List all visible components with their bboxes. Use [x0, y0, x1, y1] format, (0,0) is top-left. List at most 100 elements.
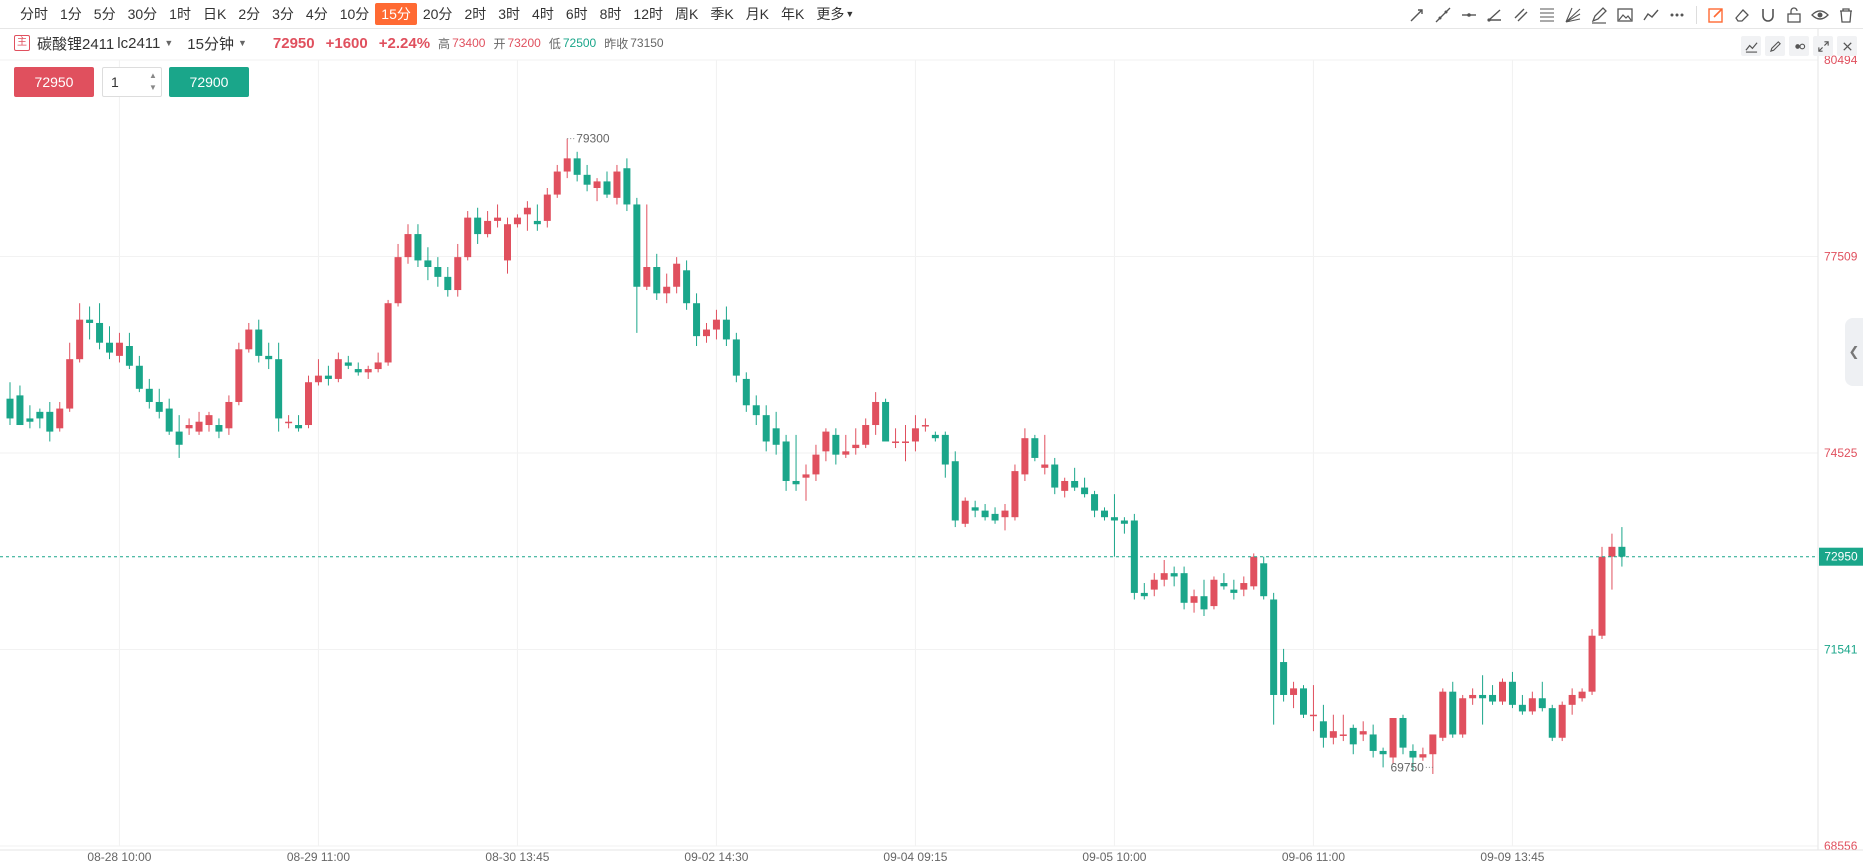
candle-body[interactable]: [1578, 691, 1586, 699]
candle-body[interactable]: [513, 217, 521, 225]
candle-body[interactable]: [802, 474, 810, 478]
candle-body[interactable]: [921, 425, 929, 427]
line-style-icon[interactable]: [1741, 36, 1761, 56]
candle-body[interactable]: [225, 401, 233, 429]
candle-body[interactable]: [1280, 662, 1288, 695]
candle-body[interactable]: [404, 234, 412, 258]
candle-body[interactable]: [16, 395, 24, 426]
candle-body[interactable]: [1379, 750, 1387, 755]
expand-icon[interactable]: [1813, 36, 1833, 56]
edit-icon[interactable]: [1705, 4, 1727, 26]
candle-body[interactable]: [295, 425, 303, 429]
candle-body[interactable]: [1011, 471, 1019, 518]
candle-body[interactable]: [1150, 579, 1158, 590]
candle-body[interactable]: [1518, 704, 1526, 712]
candle-body[interactable]: [1081, 487, 1089, 495]
candle-body[interactable]: [324, 375, 332, 379]
candle-body[interactable]: [563, 158, 571, 172]
candle-body[interactable]: [653, 267, 661, 294]
horizontal-line-icon[interactable]: [1458, 4, 1480, 26]
candle-body[interactable]: [96, 322, 104, 343]
candle-body[interactable]: [643, 267, 651, 287]
candle-body[interactable]: [732, 339, 740, 376]
eye-icon[interactable]: [1809, 4, 1831, 26]
period-tab[interactable]: 2分: [238, 6, 261, 22]
candle-body[interactable]: [822, 431, 830, 452]
period-tab[interactable]: 1分: [60, 6, 82, 22]
candle-body[interactable]: [76, 319, 84, 360]
candle-body[interactable]: [1329, 731, 1337, 738]
candle-body[interactable]: [762, 415, 770, 442]
candle-body[interactable]: [703, 329, 710, 337]
candle-body[interactable]: [1528, 698, 1536, 712]
candle-body[interactable]: [1290, 688, 1298, 695]
interval-select[interactable]: 15分钟: [187, 35, 234, 53]
period-tab[interactable]: 年K: [781, 6, 805, 22]
period-tab[interactable]: 1时: [169, 6, 191, 22]
period-tab[interactable]: 4分: [305, 6, 328, 22]
candle-body[interactable]: [285, 421, 293, 424]
candle-body[interactable]: [1230, 589, 1238, 593]
candle-body[interactable]: [882, 401, 890, 442]
candle-body[interactable]: [1061, 480, 1069, 491]
candle-body[interactable]: [314, 375, 322, 383]
candle-body[interactable]: [444, 276, 452, 291]
candle-body[interactable]: [6, 398, 14, 419]
candle-body[interactable]: [384, 303, 392, 363]
candle-body[interactable]: [1618, 546, 1626, 557]
magnet-icon[interactable]: [1757, 4, 1779, 26]
candle-body[interactable]: [215, 425, 223, 432]
period-tab[interactable]: 6时: [565, 6, 588, 22]
candle-body[interactable]: [832, 434, 840, 455]
candle-body[interactable]: [1489, 694, 1497, 702]
image-icon[interactable]: [1614, 4, 1636, 26]
candle-body[interactable]: [354, 369, 362, 373]
candle-body[interactable]: [255, 329, 263, 356]
candle-body[interactable]: [175, 431, 183, 445]
candle-body[interactable]: [693, 303, 701, 337]
period-tab[interactable]: 周K: [675, 6, 699, 22]
candle-body[interactable]: [782, 441, 790, 481]
trend-angle-icon[interactable]: [1484, 4, 1506, 26]
buy-button[interactable]: 72900: [169, 67, 249, 97]
candle-body[interactable]: [593, 181, 601, 188]
candle-body[interactable]: [1508, 681, 1516, 705]
stepper-arrows[interactable]: ▲ ▼: [147, 70, 159, 94]
candle-body[interactable]: [892, 441, 900, 443]
candle-body[interactable]: [842, 451, 850, 455]
symbol-code[interactable]: lc2411: [117, 34, 161, 52]
candle-body[interactable]: [235, 349, 243, 402]
candle-body[interactable]: [583, 174, 591, 185]
candle-body[interactable]: [941, 434, 949, 465]
interval-dropdown-icon[interactable]: ▼: [237, 38, 247, 48]
candle-body[interactable]: [275, 359, 283, 419]
sell-button[interactable]: 72950: [14, 67, 94, 97]
candle-body[interactable]: [981, 510, 989, 518]
period-tab[interactable]: 5分: [93, 6, 116, 22]
candle-body[interactable]: [752, 405, 760, 416]
candle-body[interactable]: [1359, 731, 1367, 735]
candle-body[interactable]: [26, 418, 34, 422]
period-tab[interactable]: 3分: [272, 6, 294, 22]
candle-body[interactable]: [1120, 520, 1128, 524]
ray-line-icon[interactable]: [1406, 4, 1428, 26]
candle-body[interactable]: [991, 513, 999, 521]
symbol-name[interactable]: 碳酸锂2411: [37, 35, 115, 53]
candle-body[interactable]: [1110, 517, 1118, 521]
candle-body[interactable]: [1309, 714, 1317, 717]
candle-body[interactable]: [135, 365, 143, 389]
candle-body[interactable]: [1598, 556, 1606, 636]
period-tab[interactable]: 10分: [339, 6, 370, 22]
candle-body[interactable]: [1240, 583, 1248, 590]
candle-body[interactable]: [1558, 704, 1566, 738]
candle-body[interactable]: [742, 378, 750, 406]
brush-icon[interactable]: [1588, 4, 1610, 26]
candle-body[interactable]: [1399, 718, 1407, 748]
candle-body[interactable]: [1101, 510, 1108, 518]
candle-body[interactable]: [36, 411, 44, 419]
candle-body[interactable]: [573, 158, 581, 175]
period-tab[interactable]: 15分: [375, 3, 417, 25]
candle-body[interactable]: [1051, 464, 1059, 488]
candle-body[interactable]: [474, 217, 482, 235]
close-icon[interactable]: [1837, 36, 1857, 56]
